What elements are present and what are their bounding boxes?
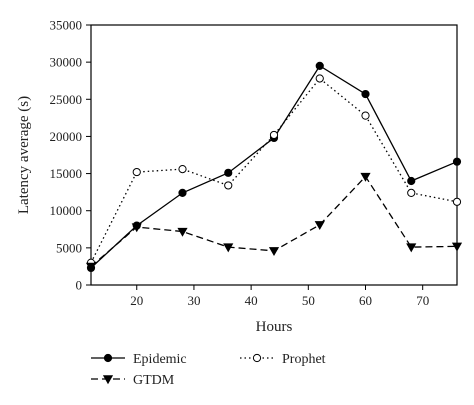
- plot-frame: [90, 24, 458, 286]
- y-tick-label: 30000: [50, 55, 83, 70]
- x-tick-label: 30: [187, 293, 200, 308]
- x-axis-title: Hours: [256, 319, 293, 335]
- y-tick-label: 5000: [56, 240, 82, 255]
- x-tick-label: 60: [359, 293, 372, 308]
- y-tick-label: 10000: [50, 203, 83, 218]
- series-layer: [85, 61, 463, 273]
- data-point-epidemic: [407, 176, 416, 186]
- series-prophet: [86, 74, 462, 267]
- y-axis-title: Latency average (s): [16, 96, 32, 214]
- legend-label-gtdm: GTDM: [133, 373, 175, 388]
- data-point-prophet: [407, 188, 416, 197]
- data-point-epidemic: [361, 89, 370, 99]
- data-point-prophet: [361, 111, 370, 120]
- data-point-epidemic: [224, 168, 233, 177]
- data-point-epidemic: [178, 188, 187, 197]
- data-point-epidemic: [452, 157, 462, 166]
- legend-marker-epidemic: [103, 353, 113, 363]
- legend-item-prophet: Prophet: [240, 352, 326, 367]
- data-point-gtdm: [314, 221, 325, 231]
- data-point-gtdm: [268, 247, 280, 257]
- data-point-gtdm: [451, 242, 463, 252]
- data-point-prophet: [315, 74, 324, 83]
- y-tick-label: 20000: [50, 129, 83, 144]
- data-point-gtdm: [131, 223, 142, 233]
- data-point-epidemic: [315, 61, 324, 70]
- series-line-epidemic: [90, 64, 458, 269]
- x-tick-label: 20: [130, 293, 143, 308]
- y-tick-label: 35000: [50, 18, 83, 33]
- y-tick-label: 25000: [50, 92, 83, 107]
- y-tick-label: 0: [76, 278, 83, 293]
- legend-item-gtdm: GTDM: [91, 373, 175, 388]
- y-tick-label: 15000: [50, 166, 83, 181]
- legend-marker-gtdm: [102, 375, 114, 385]
- data-point-gtdm: [177, 227, 188, 237]
- data-point-prophet: [132, 167, 141, 177]
- legend-marker-prophet: [252, 353, 262, 363]
- legend-label-prophet: Prophet: [282, 352, 326, 367]
- legend-label-epidemic: Epidemic: [133, 352, 187, 367]
- data-point-prophet: [452, 197, 462, 206]
- x-tick-label: 70: [416, 293, 429, 308]
- data-point-gtdm: [223, 243, 234, 253]
- data-point-gtdm: [406, 243, 417, 253]
- x-tick-label: 50: [302, 293, 315, 308]
- data-point-gtdm: [85, 262, 97, 272]
- data-point-prophet: [224, 181, 233, 190]
- series-line-prophet: [90, 77, 458, 264]
- x-axis: 20 30 40 50 60 70: [130, 285, 429, 308]
- x-tick-label: 40: [245, 293, 258, 308]
- y-axis: 0 5000 10000 15000 20000 25000 30000 35000: [50, 18, 91, 293]
- legend-item-epidemic: Epidemic: [91, 352, 187, 367]
- legend: Epidemic Prophet GTDM: [91, 352, 326, 388]
- data-point-prophet: [269, 130, 279, 140]
- series-gtdm: [85, 172, 463, 272]
- series-epidemic: [86, 61, 462, 273]
- data-point-gtdm: [360, 172, 371, 182]
- data-point-prophet: [178, 165, 187, 174]
